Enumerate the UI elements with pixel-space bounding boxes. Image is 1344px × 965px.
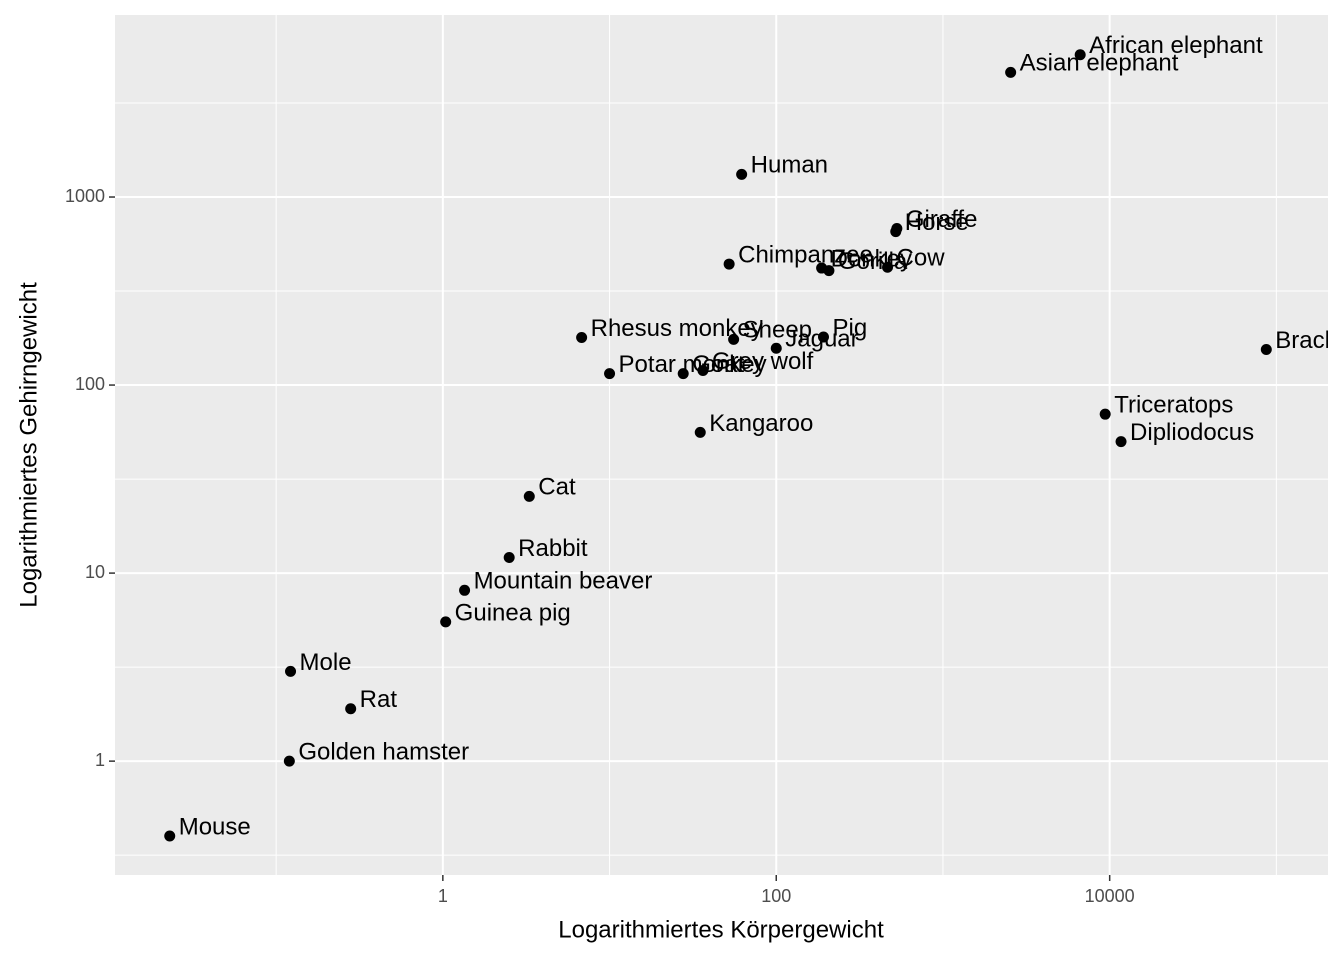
point-label: Cow — [897, 245, 946, 272]
point — [1260, 344, 1272, 356]
point — [1005, 66, 1017, 78]
point — [576, 332, 588, 344]
point-label: Mouse — [179, 813, 251, 840]
point-label: Kangaroo — [709, 410, 813, 437]
point-label: Mountain beaver — [474, 568, 653, 595]
point — [1115, 436, 1127, 448]
x-tick-label: 100 — [761, 886, 791, 906]
point — [891, 223, 903, 235]
point — [164, 830, 176, 842]
point — [503, 552, 515, 564]
point — [440, 616, 452, 628]
y-tick-label: 1000 — [65, 186, 105, 206]
y-tick-label: 1 — [95, 750, 105, 770]
point-label: Dipliodocus — [1130, 419, 1254, 446]
point — [736, 168, 748, 180]
point — [723, 258, 735, 270]
point-label: Human — [751, 152, 828, 179]
point-label: Rat — [360, 686, 398, 713]
point-label: Pig — [832, 314, 867, 341]
point — [694, 426, 706, 438]
point-label: Grey wolf — [712, 348, 814, 375]
point-label: Goat — [692, 351, 744, 378]
point — [697, 365, 709, 377]
point-label: Donkey — [831, 245, 912, 272]
point — [770, 342, 782, 354]
y-tick-label: 10 — [85, 562, 105, 582]
point-label: Asian elephant — [1020, 50, 1179, 77]
point-label: African elephant — [1089, 32, 1263, 59]
point — [677, 368, 689, 380]
point — [523, 490, 535, 502]
x-tick-label: 10000 — [1085, 886, 1135, 906]
point-label: Sheep — [743, 317, 812, 344]
point — [459, 584, 471, 596]
point-label: Horse — [905, 209, 969, 236]
panel — [115, 15, 1328, 875]
axes: 1 100 10000 1 10 100 1000 — [65, 186, 1135, 906]
point-label: Chimpanzee — [738, 241, 873, 268]
point-label: Golden hamster — [298, 738, 469, 765]
x-tick-label: 1 — [438, 886, 448, 906]
point-label: Potar monkey — [619, 351, 767, 378]
point-label: Gorilla — [838, 248, 908, 275]
point-label: Cat — [538, 474, 576, 501]
x-axis-title: Logarithmiertes Körpergewicht — [558, 916, 884, 943]
point — [345, 703, 357, 715]
point — [823, 265, 835, 277]
point — [283, 755, 295, 767]
point-label: Rabbit — [518, 535, 588, 562]
point — [1074, 49, 1086, 61]
grid — [115, 15, 1328, 875]
point — [604, 368, 616, 380]
point — [882, 261, 894, 273]
point — [285, 665, 297, 677]
point-label: Giraffe — [906, 206, 978, 233]
point — [728, 333, 740, 345]
point-label: Mole — [300, 649, 352, 676]
y-axis-title: Logarithmiertes Gehirngewicht — [15, 282, 42, 608]
y-tick-label: 100 — [75, 374, 105, 394]
point — [1099, 408, 1111, 420]
point-label: Brachiosaurus — [1275, 327, 1344, 354]
point-label: Guinea pig — [455, 599, 571, 626]
point — [817, 331, 829, 343]
point-label: Triceratops — [1114, 392, 1233, 419]
